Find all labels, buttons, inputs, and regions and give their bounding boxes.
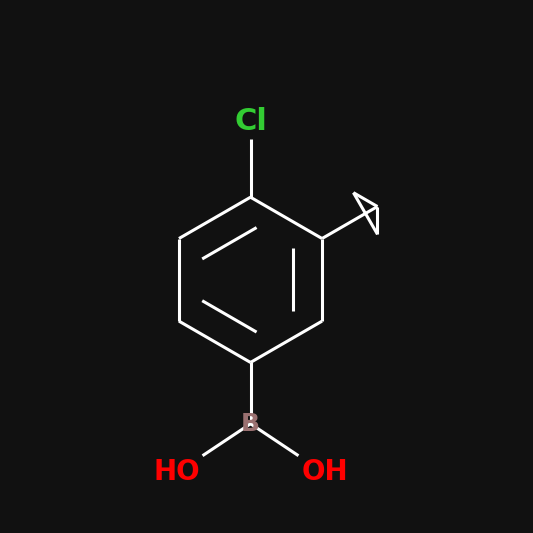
Text: B: B: [241, 411, 260, 436]
Text: HO: HO: [154, 458, 200, 487]
Text: OH: OH: [301, 458, 348, 487]
Text: Cl: Cl: [234, 107, 267, 136]
